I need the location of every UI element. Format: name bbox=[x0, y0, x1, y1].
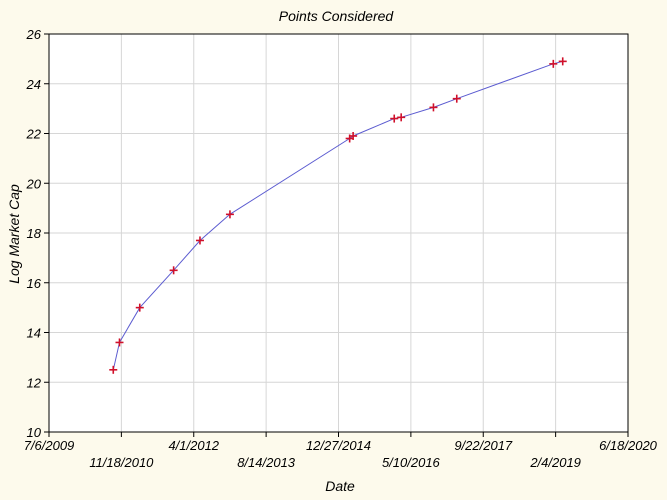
x-tick-label: 12/27/2014 bbox=[306, 438, 371, 453]
data-point-marker bbox=[109, 365, 118, 374]
data-point-marker bbox=[429, 103, 438, 112]
y-tick-label: 22 bbox=[26, 127, 42, 142]
y-tick-label: 20 bbox=[26, 176, 42, 191]
grid bbox=[49, 34, 628, 432]
x-tick-label: 5/10/2016 bbox=[382, 455, 441, 470]
series-line bbox=[112, 60, 563, 370]
data-point-marker bbox=[225, 210, 234, 219]
data-point-marker bbox=[115, 338, 124, 347]
data-point-marker bbox=[397, 113, 406, 122]
y-tick-label: 24 bbox=[26, 77, 41, 92]
y-tick-label: 10 bbox=[27, 425, 42, 440]
y-tick-label: 26 bbox=[26, 27, 42, 42]
x-tick-label: 4/1/2012 bbox=[168, 438, 219, 453]
x-tick-label: 11/18/2010 bbox=[89, 455, 154, 470]
y-tick-label: 16 bbox=[27, 276, 42, 291]
x-axis-label: Date bbox=[325, 478, 355, 494]
data-point-marker bbox=[558, 57, 567, 66]
data-point-marker bbox=[195, 236, 204, 245]
data-point-marker bbox=[169, 266, 178, 275]
series bbox=[109, 57, 567, 374]
data-point-marker bbox=[135, 303, 144, 312]
data-point-marker bbox=[390, 114, 399, 123]
data-point-marker bbox=[349, 131, 358, 140]
chart-title: Points Considered bbox=[279, 8, 395, 24]
x-tick-label: 6/18/2020 bbox=[599, 438, 658, 453]
x-tick-label: 2/4/2019 bbox=[529, 455, 581, 470]
x-tick-label: 8/14/2013 bbox=[237, 455, 296, 470]
y-axis-label: Log Market Cap bbox=[6, 184, 22, 284]
y-tick-label: 14 bbox=[27, 326, 41, 341]
x-tick-label: 9/22/2017 bbox=[454, 438, 513, 453]
ticks: 7/6/2009 11/18/2010 4/1/2012 8/14/2013 12/27… bbox=[24, 27, 658, 470]
y-tick-label: 18 bbox=[27, 226, 42, 241]
data-point-marker bbox=[452, 94, 461, 103]
x-tick-label: 7/6/2009 bbox=[24, 438, 75, 453]
data-point-marker bbox=[549, 59, 558, 68]
y-tick-label: 12 bbox=[27, 375, 42, 390]
